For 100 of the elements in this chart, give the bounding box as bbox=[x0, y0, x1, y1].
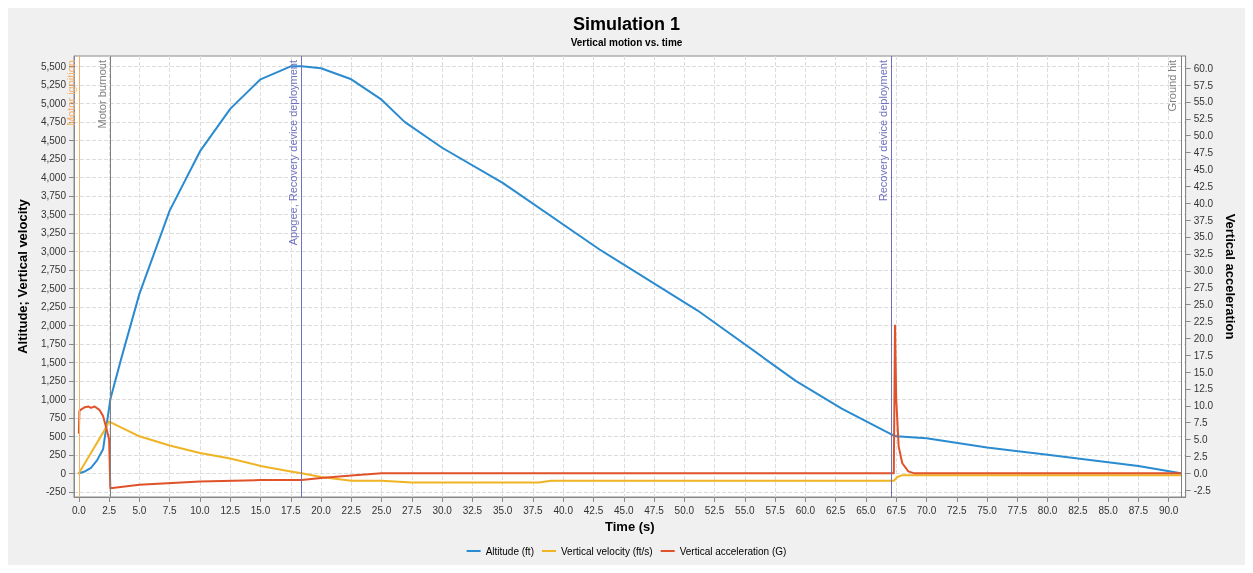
x-tick-label: 85.0 bbox=[1098, 504, 1119, 516]
y-tick-label: 1,750 bbox=[40, 338, 67, 350]
x-tick-label: 55.0 bbox=[735, 504, 756, 516]
x-tick-label: 47.5 bbox=[644, 504, 665, 516]
y-tick-label: 2,250 bbox=[40, 301, 67, 313]
x-tick-label: 7.5 bbox=[162, 504, 178, 516]
x-tick-label: 45.0 bbox=[614, 504, 634, 516]
ref-line-label: Ground hit bbox=[1166, 60, 1179, 112]
y-tick-label: 250 bbox=[49, 449, 67, 461]
y2-tick-label: 10.0 bbox=[1193, 400, 1214, 412]
y-tick-label: 5,500 bbox=[40, 60, 67, 72]
line-series bbox=[77, 324, 1182, 490]
x-tick-label: 27.5 bbox=[402, 504, 423, 516]
ref-line-label: Motor burnout bbox=[95, 60, 108, 129]
y-tick-label: 3,250 bbox=[40, 227, 67, 239]
x-tick-label: 5.0 bbox=[132, 504, 147, 516]
x-tick-label: 57.5 bbox=[765, 504, 786, 516]
x-tick-label: 37.5 bbox=[523, 504, 544, 516]
x-tick-label: 0.0 bbox=[71, 504, 87, 516]
y-tick-label: -250 bbox=[45, 486, 67, 498]
x-tick-label: 65.0 bbox=[856, 504, 877, 516]
y-tick-label: 3,000 bbox=[40, 245, 67, 257]
y-tick-label: 750 bbox=[49, 412, 67, 424]
x-tick-label: 87.5 bbox=[1128, 504, 1149, 516]
y-tick-label: 5,000 bbox=[40, 97, 67, 109]
x-tick-label: 15.0 bbox=[250, 504, 271, 516]
y2-tick-label: 35.0 bbox=[1193, 231, 1214, 243]
legend-label: Vertical velocity (ft/s) bbox=[560, 545, 653, 557]
chart-title: Simulation 1 bbox=[572, 14, 681, 34]
x-tick-label: 82.5 bbox=[1068, 504, 1089, 516]
y-tick-label: 4,000 bbox=[40, 171, 67, 183]
y-tick-label: 500 bbox=[49, 430, 67, 442]
y2-tick-label: 20.0 bbox=[1193, 332, 1214, 344]
y2-tick-label: 25.0 bbox=[1193, 299, 1214, 311]
y2-tick-label: 45.0 bbox=[1193, 163, 1214, 175]
y2-tick-label: 55.0 bbox=[1193, 96, 1214, 108]
x-tick-label: 25.0 bbox=[371, 504, 392, 516]
y2-tick-label: 57.5 bbox=[1193, 79, 1214, 91]
legend-label: Vertical acceleration (G) bbox=[679, 545, 787, 557]
x-tick-label: 40.0 bbox=[553, 504, 574, 516]
x-tick-label: 80.0 bbox=[1037, 504, 1058, 516]
x-tick-label: 2.5 bbox=[102, 504, 117, 516]
x-tick-label: 50.0 bbox=[674, 504, 695, 516]
y2-tick-label: 0.0 bbox=[1193, 467, 1208, 479]
x-tick-label: 22.5 bbox=[341, 504, 362, 516]
y2-tick-label: 7.5 bbox=[1193, 417, 1208, 429]
y2-tick-label: 47.5 bbox=[1193, 147, 1214, 159]
x-tick-label: 75.0 bbox=[977, 504, 998, 516]
x-tick-label: 72.5 bbox=[947, 504, 967, 516]
y-tick-label: 1,000 bbox=[40, 393, 67, 405]
y-axis-title: Altitude; Vertical velocity bbox=[15, 198, 30, 354]
y-tick-label: 4,250 bbox=[40, 153, 67, 165]
y2-tick-label: 42.5 bbox=[1193, 180, 1214, 192]
ref-line-label: Apogee, Recovery device deployment bbox=[287, 60, 300, 246]
y2-tick-label: 17.5 bbox=[1193, 349, 1214, 361]
x-tick-label: 12.5 bbox=[220, 504, 241, 516]
y2-tick-label: 50.0 bbox=[1193, 130, 1214, 142]
legend-label: Altitude (ft) bbox=[485, 545, 534, 557]
y-tick-label: 5,250 bbox=[40, 79, 67, 91]
x-tick-label: 20.0 bbox=[311, 504, 332, 516]
x-tick-label: 35.0 bbox=[492, 504, 513, 516]
x-tick-label: 60.0 bbox=[795, 504, 816, 516]
x-tick-label: 10.0 bbox=[190, 504, 211, 516]
y-tick-label: 2,750 bbox=[40, 264, 67, 276]
x-tick-label: 52.5 bbox=[704, 504, 725, 516]
y2-tick-label: -2.5 bbox=[1193, 484, 1212, 496]
x-axis-title: Time (s) bbox=[605, 518, 655, 534]
x-tick-label: 30.0 bbox=[432, 504, 453, 516]
y2-tick-label: 12.5 bbox=[1193, 383, 1214, 395]
y2-tick-label: 52.5 bbox=[1193, 113, 1214, 125]
chart-subtitle: Vertical motion vs. time bbox=[570, 36, 683, 48]
y2-axis-title: Vertical acceleration bbox=[1223, 213, 1238, 340]
y2-tick-label: 27.5 bbox=[1193, 282, 1214, 294]
y-tick-label: 4,750 bbox=[40, 116, 67, 128]
x-tick-label: 62.5 bbox=[825, 504, 846, 516]
y-tick-label: 3,750 bbox=[40, 190, 67, 202]
x-tick-label: 77.5 bbox=[1007, 504, 1028, 516]
line-series bbox=[77, 420, 1182, 484]
y2-tick-label: 2.5 bbox=[1193, 450, 1208, 462]
y-tick-label: 1,500 bbox=[40, 356, 67, 368]
y2-tick-label: 32.5 bbox=[1193, 248, 1214, 260]
y-tick-label: 1,250 bbox=[40, 375, 67, 387]
x-tick-label: 17.5 bbox=[281, 504, 301, 516]
y-tick-label: 2,000 bbox=[40, 319, 67, 331]
y-tick-label: 2,500 bbox=[40, 282, 67, 294]
y-tick-label: 0 bbox=[60, 467, 67, 479]
x-tick-label: 42.5 bbox=[583, 504, 604, 516]
y2-tick-label: 60.0 bbox=[1193, 62, 1214, 74]
y2-tick-label: 5.0 bbox=[1193, 434, 1208, 446]
x-tick-label: 70.0 bbox=[916, 504, 937, 516]
x-tick-label: 90.0 bbox=[1158, 504, 1179, 516]
y2-tick-label: 22.5 bbox=[1193, 315, 1214, 327]
y2-tick-label: 40.0 bbox=[1193, 197, 1214, 209]
ref-line-label: Recovery device deployment bbox=[876, 60, 889, 202]
y-tick-label: 3,500 bbox=[40, 208, 67, 220]
x-tick-label: 32.5 bbox=[462, 504, 483, 516]
y2-tick-label: 37.5 bbox=[1193, 214, 1214, 226]
x-tick-label: 67.5 bbox=[886, 504, 907, 516]
y-tick-label: 4,500 bbox=[40, 134, 67, 146]
y2-tick-label: 30.0 bbox=[1193, 265, 1214, 277]
